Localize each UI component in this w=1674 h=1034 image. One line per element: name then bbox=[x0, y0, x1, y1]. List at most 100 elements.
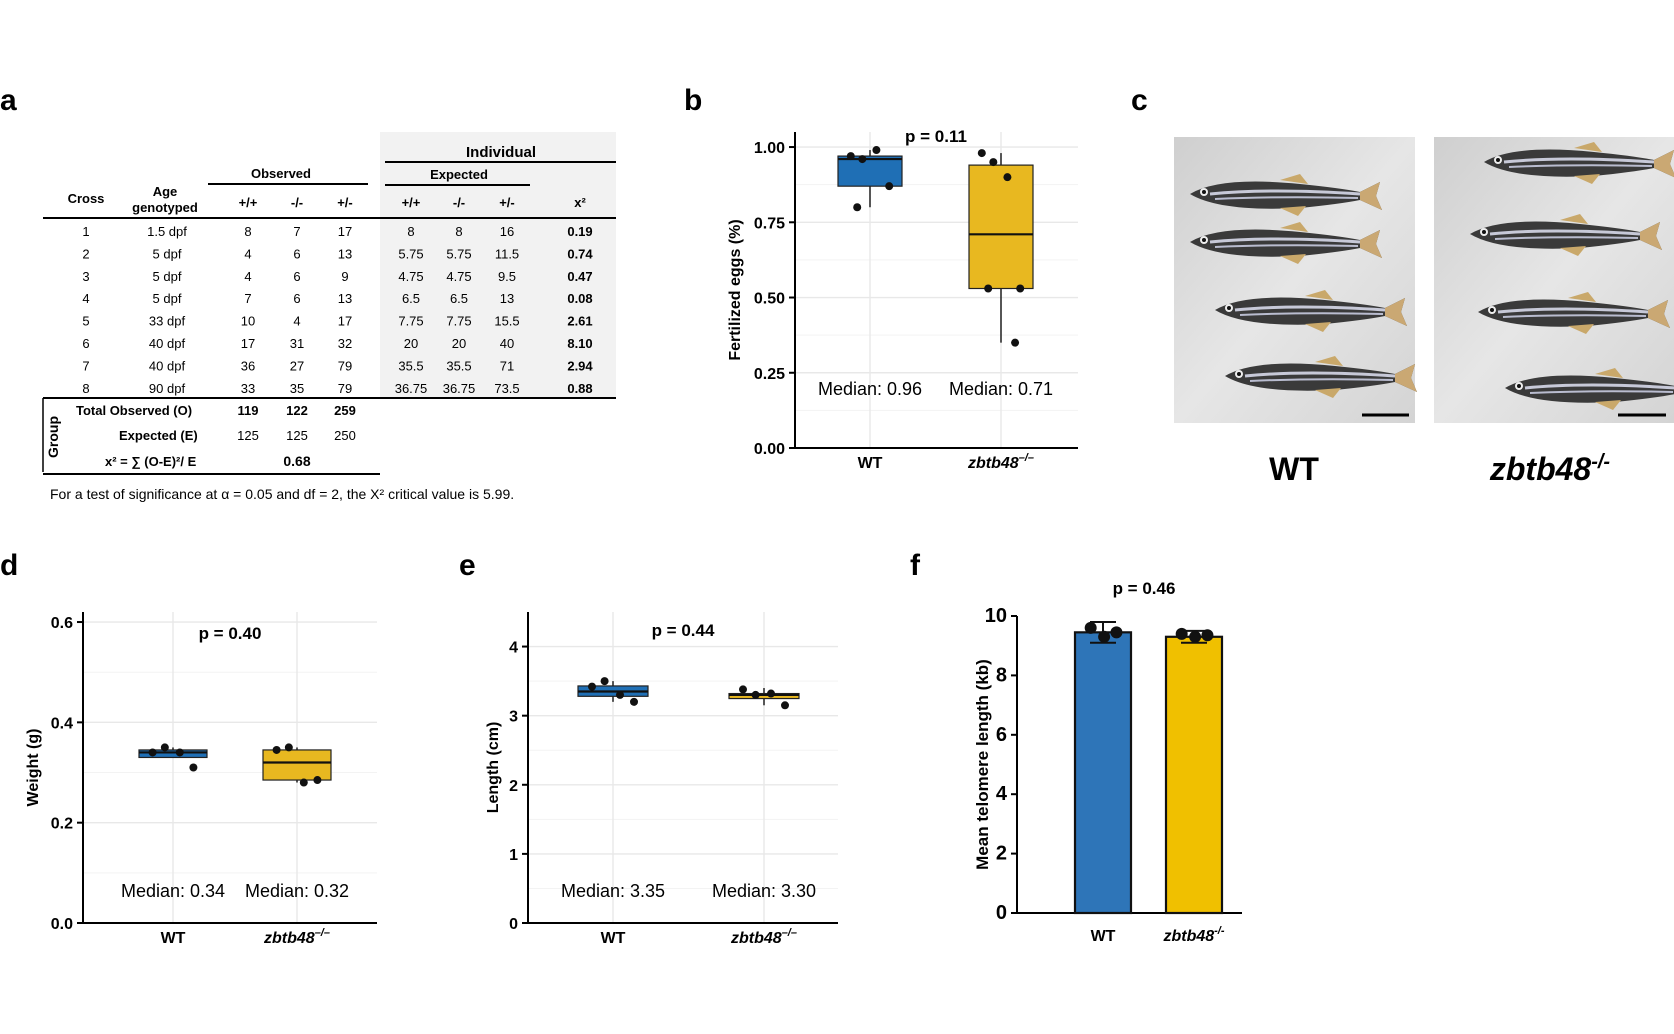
p-value-label: p = 0.44 bbox=[652, 621, 715, 640]
data-point bbox=[872, 146, 881, 155]
cell-age: 40 dpf bbox=[149, 358, 186, 373]
individual-header: Individual bbox=[466, 144, 536, 161]
total-observed-2: 122 bbox=[286, 403, 308, 418]
cell-observed: 9 bbox=[341, 269, 348, 284]
y-tick-label: 0.4 bbox=[51, 715, 73, 732]
total-observed-1: 119 bbox=[238, 403, 259, 418]
cell-expected: 6.5 bbox=[402, 291, 420, 306]
expected-header: Expected bbox=[430, 167, 488, 182]
cell-observed: 6 bbox=[293, 291, 300, 306]
col-chi: x² bbox=[574, 195, 586, 210]
observed-col-header: -/- bbox=[291, 195, 303, 210]
cell-cross: 8 bbox=[82, 381, 89, 396]
median-text: Median: 3.35 bbox=[561, 881, 665, 901]
data-point bbox=[977, 149, 986, 158]
chi-formula: x² = ∑ (O-E)²/ E bbox=[105, 454, 197, 469]
cell-chi: 0.08 bbox=[567, 291, 592, 306]
y-tick-label: 1 bbox=[509, 847, 518, 864]
data-point bbox=[148, 748, 157, 757]
cell-observed: 6 bbox=[293, 246, 300, 261]
cell-cross: 3 bbox=[82, 269, 89, 284]
cell-observed: 13 bbox=[338, 246, 352, 261]
cell-expected: 7.75 bbox=[398, 314, 423, 329]
data-point bbox=[272, 745, 281, 754]
median-text: Median: 0.96 bbox=[818, 379, 922, 399]
cell-cross: 4 bbox=[82, 291, 89, 306]
cell-chi: 0.88 bbox=[567, 381, 592, 396]
mutant-photo bbox=[1434, 137, 1674, 423]
y-tick-label: 0.25 bbox=[754, 366, 785, 383]
cell-cross: 7 bbox=[82, 358, 89, 373]
data-point bbox=[853, 203, 862, 212]
data-point bbox=[313, 776, 322, 785]
data-point bbox=[858, 155, 867, 164]
group-label: Group bbox=[45, 416, 61, 458]
y-axis-title: Weight (g) bbox=[25, 729, 42, 807]
chart-telomere-length: 0 2 4 6 8 10 Mean telomere length (kb) p = 0.46… bbox=[973, 579, 1242, 945]
cell-expected: 13 bbox=[500, 291, 514, 306]
data-point bbox=[751, 690, 760, 699]
cell-chi: 2.94 bbox=[567, 358, 593, 373]
cell-expected: 4.75 bbox=[446, 269, 471, 284]
data-point bbox=[1016, 284, 1025, 293]
median-text: Median: 0.32 bbox=[245, 881, 349, 901]
cell-observed: 10 bbox=[241, 314, 255, 329]
chart-weight: 0.0 0.2 0.4 0.6 Weight (g) Median: 0.34 Median… bbox=[25, 612, 377, 947]
cell-observed: 17 bbox=[338, 224, 352, 239]
data-point bbox=[284, 743, 293, 752]
cell-expected: 5.75 bbox=[398, 246, 423, 261]
median-text: Median: 0.71 bbox=[949, 379, 1053, 399]
x-category-label: WT bbox=[1091, 928, 1116, 945]
cell-observed: 31 bbox=[290, 336, 304, 351]
chart-length: 0 1 2 3 4 Length (cm) Median: 3.35 Median: 3.30… bbox=[485, 612, 838, 947]
x-category-label: zbtb48-/- bbox=[1162, 925, 1224, 945]
y-tick-label: 1.00 bbox=[754, 140, 785, 157]
data-point bbox=[846, 152, 855, 161]
chart-fertilized-eggs: 0.00 0.25 0.50 0.75 1.00 Fertilized eggs (%) M… bbox=[727, 127, 1078, 472]
box bbox=[968, 164, 1034, 290]
y-axis-title: Mean telomere length (kb) bbox=[973, 659, 992, 870]
observed-col-header: +/- bbox=[337, 195, 353, 210]
cell-age: 33 dpf bbox=[149, 314, 186, 329]
col-age-line2: genotyped bbox=[132, 200, 198, 215]
observed-col-header: +/+ bbox=[239, 195, 258, 210]
data-point bbox=[739, 685, 747, 694]
cell-observed: 17 bbox=[241, 336, 255, 351]
cell-observed: 8 bbox=[244, 224, 251, 239]
x-category-label: zbtb48–/– bbox=[967, 452, 1034, 472]
cell-observed: 36 bbox=[241, 358, 255, 373]
cell-expected: 20 bbox=[404, 336, 418, 351]
cell-expected: 8 bbox=[407, 224, 414, 239]
data-point bbox=[299, 778, 308, 787]
data-point bbox=[1011, 338, 1020, 347]
cell-expected: 40 bbox=[500, 336, 514, 351]
cell-expected: 35.5 bbox=[446, 358, 471, 373]
median-text: Median: 3.30 bbox=[712, 881, 816, 901]
data-point bbox=[1110, 626, 1123, 639]
x-category-label: WT bbox=[858, 455, 883, 472]
y-tick-label: 2 bbox=[996, 843, 1007, 865]
cell-observed: 4 bbox=[293, 314, 300, 329]
data-point bbox=[1098, 630, 1111, 643]
cell-expected: 16 bbox=[500, 224, 514, 239]
y-tick-label: 3 bbox=[509, 709, 518, 726]
cell-chi: 0.74 bbox=[567, 246, 593, 261]
cell-age: 5 dpf bbox=[153, 291, 182, 306]
y-axis-title: Length (cm) bbox=[485, 722, 502, 814]
p-value-label: p = 0.40 bbox=[199, 624, 262, 643]
panel-label-e: e bbox=[459, 549, 476, 582]
data-point bbox=[1175, 627, 1188, 640]
y-tick-label: 0 bbox=[996, 902, 1007, 924]
cell-observed: 7 bbox=[244, 291, 251, 306]
x-category-label: zbtb48–/– bbox=[730, 927, 797, 947]
cell-observed: 4 bbox=[244, 246, 251, 261]
y-tick-label: 0.6 bbox=[51, 615, 73, 632]
col-cross: Cross bbox=[68, 191, 105, 206]
bar bbox=[1164, 635, 1224, 915]
cell-expected: 5.75 bbox=[446, 246, 471, 261]
observed-header: Observed bbox=[251, 166, 311, 181]
photo-label-wt: WT bbox=[1269, 451, 1319, 487]
bar bbox=[1073, 631, 1133, 915]
y-tick-label: 0.2 bbox=[51, 816, 73, 833]
